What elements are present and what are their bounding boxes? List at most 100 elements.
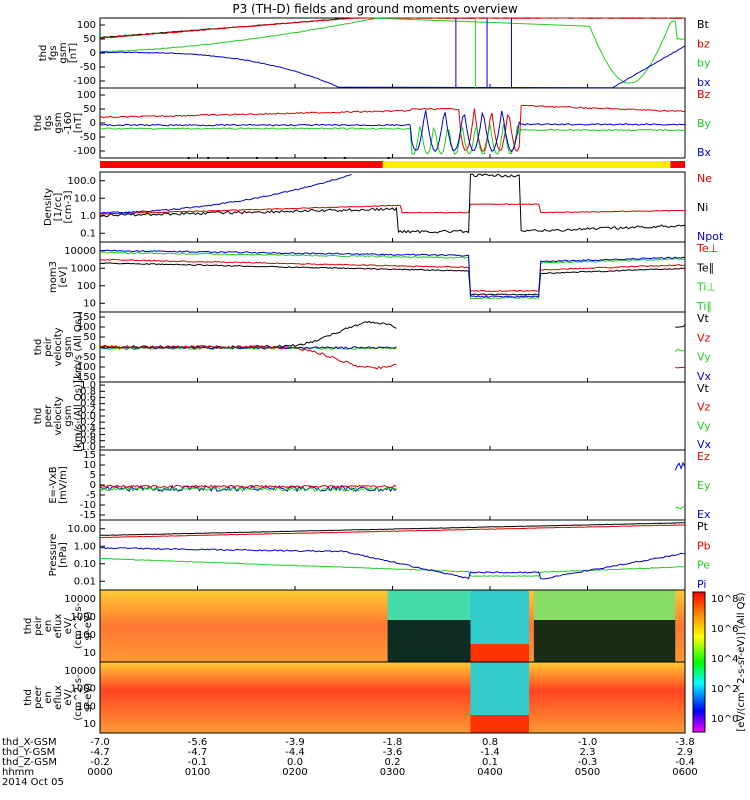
- y-tick-label: 0.8: [80, 386, 96, 397]
- status-marker: [275, 157, 278, 159]
- series-Bx: [99, 110, 686, 153]
- status-bar-red-end: [670, 161, 685, 168]
- series-Npot: [100, 173, 352, 214]
- y-axis-label-line: eflux: [53, 614, 64, 639]
- series-Ex-end: [674, 461, 686, 471]
- series-Vz-i: [99, 344, 397, 370]
- legend-entry: bz: [697, 37, 710, 50]
- footer-value: -4.7: [188, 747, 208, 758]
- y-tick-label: -0.4: [76, 423, 96, 434]
- footer-value: -3.9: [285, 737, 305, 748]
- y-tick-label: 100: [77, 90, 96, 101]
- colorbar-tick-label: 10^4: [711, 654, 738, 665]
- footer-value: 0200: [282, 767, 307, 778]
- spectrogram-ion: [99, 589, 686, 663]
- y-tick-label: 0: [90, 48, 96, 59]
- y-axis-label-line: [1/cc]: [53, 193, 64, 222]
- footer-date: 2014 Oct 05: [2, 777, 64, 788]
- y-axis-label-line: thd: [33, 339, 44, 356]
- legend-entry: Bz: [697, 88, 711, 101]
- y-axis-label-line: [nT]: [68, 43, 79, 63]
- series-by: [99, 17, 686, 84]
- spectrogram-black-region-2: [533, 620, 676, 662]
- y-axis-label-line: [nPa]: [58, 542, 69, 568]
- series-Bt: [99, 17, 686, 39]
- y-tick-label: 100: [77, 281, 96, 292]
- series-Ni: [99, 173, 686, 234]
- footer-value: 0.2: [385, 757, 401, 768]
- y-axis-label-line: peer: [43, 404, 54, 428]
- y-tick-label: 100.0: [67, 176, 96, 187]
- footer-value: 2.9: [677, 747, 693, 758]
- y-tick-label: 10000: [64, 666, 96, 677]
- spectrogram-fill: [100, 662, 685, 733]
- legend-entry: Te∥: [696, 261, 714, 274]
- legend-entry: Vy: [697, 419, 711, 432]
- series-Bz: [99, 104, 686, 152]
- legend-entry: Vx: [697, 438, 712, 451]
- legend-entry: By: [697, 117, 712, 130]
- status-marker: [207, 157, 210, 159]
- y-axis-label-line: eV/: [63, 617, 74, 634]
- y-tick-label: 100: [77, 630, 96, 641]
- y-tick-label: 10: [83, 298, 96, 309]
- legend-entry: Vt: [697, 312, 710, 325]
- y-tick-label: 10: [83, 648, 96, 659]
- y-axis-label-line: velocity: [53, 327, 64, 366]
- y-tick-label: 0: [90, 480, 96, 491]
- y-axis-label-line: thd: [23, 689, 34, 706]
- legend-entry: Pb: [697, 539, 711, 552]
- legend-entry: Ex: [697, 508, 711, 521]
- series-Te-par: [99, 262, 686, 296]
- y-axis-label-line: thd: [38, 45, 49, 62]
- y-axis-label-line: en: [43, 620, 54, 633]
- y-tick-label: -50: [80, 62, 96, 73]
- legend-entry: Vx: [697, 370, 712, 383]
- y-axis-label-line: [km/s (All Qs)]: [73, 311, 84, 383]
- y-axis-label-line: thd: [33, 408, 44, 425]
- legend-entry: by: [697, 57, 711, 70]
- y-axis-label-line: sr-eV): [83, 611, 94, 640]
- y-axis-label: Density [1/cc] [cm-3]: [43, 188, 74, 226]
- legend-entry: Npot: [697, 230, 724, 243]
- spectrogram-black-region: [387, 620, 471, 662]
- y-tick-label: -100: [73, 362, 96, 373]
- legend-entry: Ti∥: [696, 300, 712, 313]
- footer-value: 0600: [672, 767, 697, 778]
- legend-entry: Vz: [697, 401, 711, 414]
- footer-value: -4.7: [90, 747, 110, 758]
- y-tick-label: 15: [83, 450, 96, 461]
- colorbar-label: [eV/(cm^2-s-sr-eV)] (All Qs): [736, 592, 747, 731]
- status-bar-yellow: [382, 161, 671, 168]
- y-axis-label-line: velocity: [53, 396, 64, 435]
- panel-ve: 1.00.80.60.40.20.0-0.2-0.4-0.6-0.8-1.0th…: [33, 380, 712, 453]
- legend-entry: Bt: [697, 18, 710, 31]
- panel-pres: 10.00 1.00 0.10 0.01 Pressure [nPa] Pt Pb Pe Pi: [48, 519, 711, 591]
- y-tick-label: 100: [77, 701, 96, 712]
- y-axis-label-line: (cm^2-s-: [73, 602, 84, 649]
- series-Vt-i: [99, 320, 397, 349]
- legend-entry: Ti⊥: [696, 281, 716, 294]
- colorbar-tick-label: 10^8: [711, 594, 738, 605]
- y-axis-label-line: -160: [63, 112, 74, 135]
- y-tick-label: 1000: [71, 612, 96, 623]
- series-Ne: [99, 203, 686, 215]
- series-Te-perp: [99, 258, 686, 293]
- series-bx: [99, 45, 686, 89]
- y-tick-label: -15: [80, 510, 96, 521]
- footer-value: -0.1: [188, 757, 208, 768]
- y-tick-label: -150: [73, 372, 96, 383]
- y-tick-label: 1.0: [80, 211, 96, 222]
- y-tick-label: 10: [83, 719, 96, 730]
- status-bar-red: [100, 161, 383, 168]
- y-tick-label: 100: [77, 20, 96, 31]
- y-tick-label: -1.0: [76, 442, 96, 453]
- panel-frame: [99, 241, 686, 313]
- y-tick-label: 10: [83, 460, 96, 471]
- y-axis-label-line: thd: [23, 618, 34, 635]
- y-tick-label: 0.6: [80, 392, 96, 403]
- y-axis-label-line: [eV]: [58, 267, 69, 288]
- panel-frame: [99, 519, 686, 591]
- y-tick-label: 0.4: [80, 399, 96, 410]
